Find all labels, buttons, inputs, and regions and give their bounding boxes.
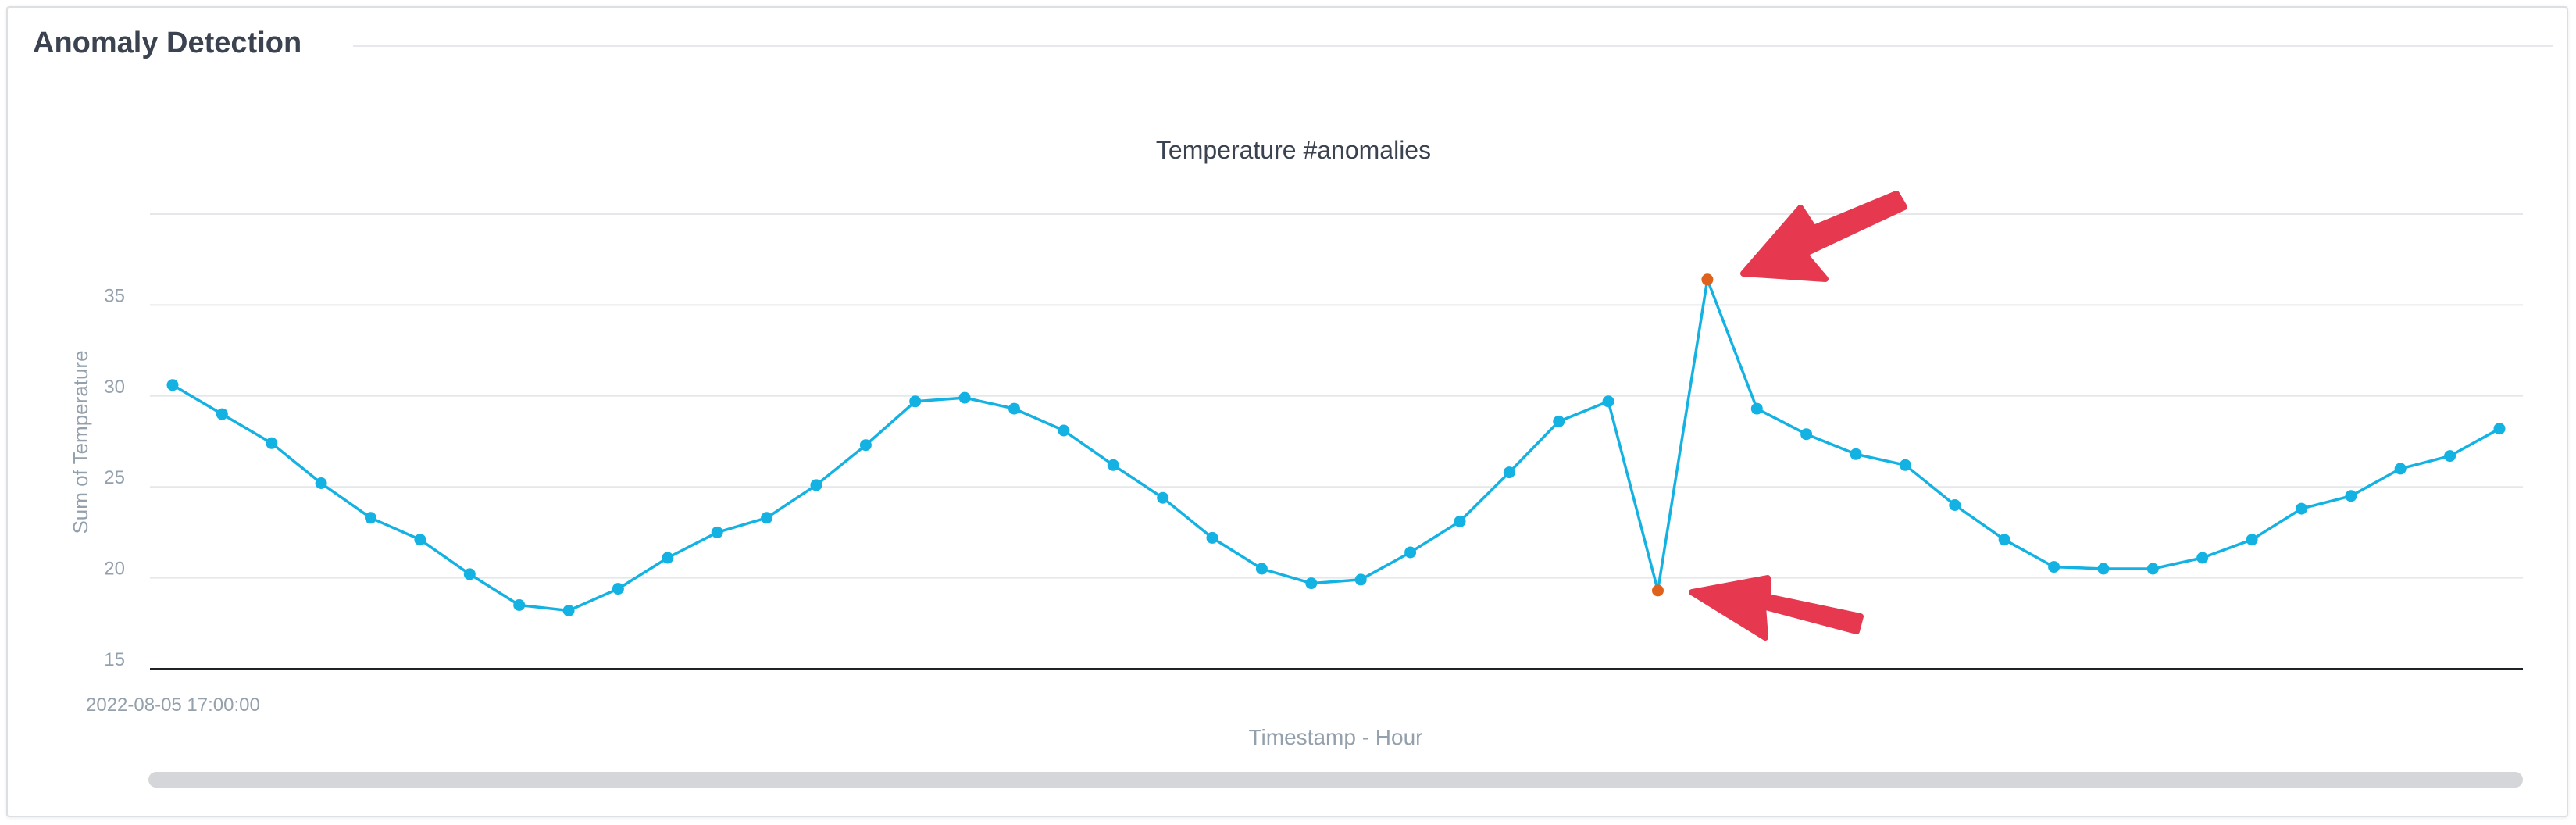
- data-point[interactable]: [1058, 424, 1070, 437]
- data-point[interactable]: [1305, 577, 1318, 590]
- anomaly-detection-widget: Anomaly Detection: [6, 6, 2568, 817]
- data-point[interactable]: [2246, 534, 2258, 546]
- data-point[interactable]: [1157, 491, 1169, 504]
- data-point[interactable]: [1107, 459, 1119, 471]
- y-tick-label: 20: [104, 559, 125, 580]
- data-point[interactable]: [761, 512, 773, 524]
- data-point[interactable]: [2345, 490, 2357, 502]
- chart-title: Temperature #anomalies: [1156, 136, 1431, 164]
- header-divider: [353, 45, 2553, 47]
- data-point[interactable]: [810, 479, 822, 491]
- data-point[interactable]: [2394, 462, 2407, 475]
- y-tick-label: 25: [104, 467, 125, 488]
- data-point[interactable]: [1454, 515, 1466, 527]
- data-point[interactable]: [909, 395, 922, 408]
- data-point[interactable]: [513, 599, 526, 611]
- y-tick-label: 30: [104, 377, 125, 398]
- gridlines: [150, 213, 2523, 579]
- arrow-icon: [1689, 575, 1864, 641]
- anomaly-point[interactable]: [1652, 584, 1664, 597]
- data-point[interactable]: [1206, 531, 1218, 544]
- y-tick-label: 35: [104, 285, 125, 306]
- data-point[interactable]: [1949, 499, 1961, 511]
- data-point[interactable]: [2444, 450, 2456, 462]
- data-point[interactable]: [662, 552, 674, 564]
- data-point[interactable]: [1850, 448, 1862, 460]
- data-point[interactable]: [1404, 546, 1417, 559]
- data-points: [166, 273, 2506, 616]
- data-point[interactable]: [711, 526, 723, 538]
- data-point[interactable]: [1602, 395, 1614, 408]
- horizontal-scrollbar[interactable]: [148, 772, 2523, 788]
- x-tick-label: 2022-08-05 17:00:00: [86, 695, 260, 716]
- data-point[interactable]: [1354, 573, 1367, 586]
- data-point[interactable]: [216, 408, 228, 420]
- data-point[interactable]: [958, 391, 971, 404]
- data-point[interactable]: [2048, 561, 2060, 573]
- data-point[interactable]: [2493, 423, 2506, 435]
- data-point[interactable]: [463, 568, 476, 580]
- data-point[interactable]: [562, 605, 575, 616]
- data-point[interactable]: [365, 512, 376, 524]
- data-point[interactable]: [2296, 502, 2307, 515]
- data-point[interactable]: [1503, 466, 1515, 479]
- data-point[interactable]: [414, 534, 426, 546]
- data-point[interactable]: [315, 477, 327, 489]
- data-point[interactable]: [2196, 552, 2209, 564]
- arrow-icon: [1740, 191, 1907, 282]
- data-point[interactable]: [1750, 402, 1763, 415]
- data-point[interactable]: [2146, 562, 2159, 575]
- data-point[interactable]: [859, 439, 872, 452]
- x-axis-label: Timestamp - Hour: [1248, 725, 1422, 749]
- y-axis-ticks: 15 20 25 30 35: [104, 285, 125, 670]
- data-point[interactable]: [1998, 534, 2010, 546]
- data-point[interactable]: [166, 379, 179, 391]
- data-point[interactable]: [1553, 415, 1565, 427]
- data-point[interactable]: [1899, 459, 1911, 471]
- widget-title: Anomaly Detection: [33, 27, 302, 59]
- data-point[interactable]: [1008, 402, 1020, 415]
- data-point[interactable]: [266, 437, 278, 449]
- y-axis-label: Sum of Temperature: [69, 350, 92, 534]
- data-point[interactable]: [1800, 428, 1813, 441]
- data-point[interactable]: [612, 583, 624, 595]
- data-point[interactable]: [2097, 562, 2110, 575]
- y-tick-label: 15: [104, 649, 125, 670]
- annotation-arrows: [1689, 191, 1907, 641]
- anomaly-point[interactable]: [1701, 273, 1714, 286]
- series-line: [172, 278, 2500, 612]
- data-point[interactable]: [1255, 562, 1268, 575]
